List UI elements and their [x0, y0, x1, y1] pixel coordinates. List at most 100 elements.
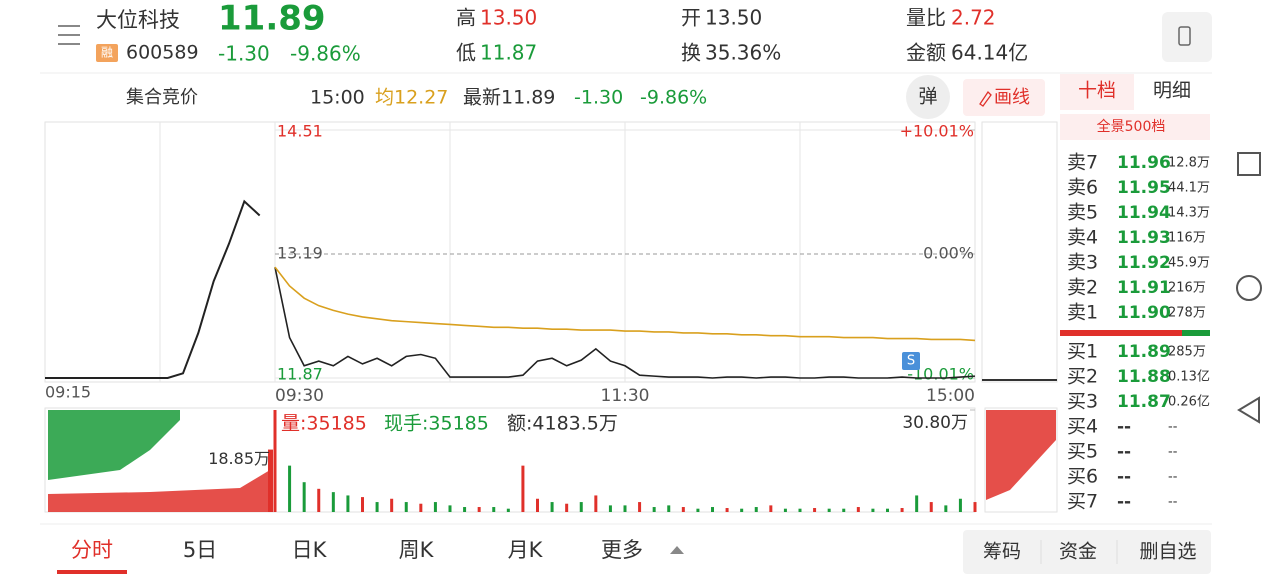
volume-bar — [740, 508, 744, 512]
price-line — [274, 266, 976, 379]
stat-value: 13.50 — [705, 6, 762, 30]
tab-active[interactable] — [1060, 74, 1134, 110]
latest-price: 最新11.89 — [463, 87, 555, 109]
bottom-button[interactable]: 资金 — [1059, 541, 1097, 563]
ask-price: 11.95 — [1117, 178, 1171, 198]
device-button[interactable] — [1162, 12, 1212, 62]
auction-volume-label: 18.85万 — [208, 449, 270, 468]
y2-tick-label: 0.00% — [923, 244, 974, 263]
bid-volume: -- — [1168, 470, 1178, 485]
volume-bar — [900, 508, 904, 512]
bid-label: 买5 — [1067, 441, 1098, 463]
bottom-tab[interactable]: 周K — [399, 538, 435, 562]
bottom-tab[interactable]: 5日 — [183, 538, 217, 562]
menu-icon[interactable] — [58, 25, 80, 45]
stock-name: 大位科技 — [96, 8, 180, 32]
panorama[interactable]: 全景500档 — [1097, 118, 1166, 135]
ask-volume: 12.8万 — [1168, 156, 1210, 171]
signal-marker[interactable] — [902, 352, 920, 370]
post-frame — [981, 121, 1058, 383]
volume-bar — [798, 508, 802, 512]
bottom-tab[interactable]: 分时 — [71, 538, 113, 562]
auction-imbalance — [48, 470, 270, 512]
draw-button[interactable] — [963, 79, 1045, 116]
volume-bar — [681, 507, 685, 512]
volume-bar — [331, 492, 335, 512]
ask-volume: 278万 — [1168, 306, 1206, 321]
volume-bar — [638, 502, 642, 512]
ask-volume: 14.3万 — [1168, 206, 1210, 221]
nav-home[interactable] — [1236, 275, 1262, 301]
device-icon — [1178, 26, 1191, 46]
popup-button[interactable] — [906, 75, 950, 119]
post-volume-frame — [984, 407, 1058, 513]
ask-label: 卖1 — [1067, 302, 1098, 324]
bid-price: 11.87 — [1117, 392, 1171, 412]
bid-label: 买2 — [1067, 366, 1098, 388]
bid-label: 买3 — [1067, 391, 1098, 413]
stat-label: 高 — [456, 6, 476, 30]
y-tick-label: 13.19 — [277, 244, 323, 263]
bid-volume: 0.13亿 — [1168, 370, 1210, 385]
volume-bar — [550, 502, 554, 512]
bid-label: 买6 — [1067, 466, 1098, 488]
bid-volume: -- — [1168, 420, 1178, 435]
bottom-button[interactable]: 删自选 — [1139, 541, 1196, 563]
bid-volume: 285万 — [1168, 345, 1206, 360]
volume-bar — [565, 503, 569, 512]
volume-bar — [856, 507, 860, 512]
volume-bar — [929, 502, 933, 512]
volume-bar — [463, 507, 467, 512]
bottom-tab[interactable]: 日K — [292, 538, 328, 562]
price-change: -1.30 — [218, 42, 270, 66]
volume-bar — [594, 495, 598, 512]
volume-bar — [579, 502, 583, 512]
ask-label: 卖6 — [1067, 177, 1098, 199]
volume-bar — [608, 505, 612, 512]
volume-bar — [433, 502, 437, 512]
tab[interactable]: 明细 — [1153, 80, 1191, 102]
chart-frame — [44, 121, 976, 383]
average-line — [274, 266, 976, 342]
volume-info: 额:4183.5万 — [507, 413, 618, 435]
ask-volume: 45.9万 — [1168, 256, 1210, 271]
volume-bar — [973, 502, 977, 512]
volume-bar — [506, 508, 510, 512]
bid-volume: -- — [1168, 445, 1178, 460]
stock-price: 11.89 — [218, 0, 326, 39]
x-tick-label: 15:00 — [926, 386, 975, 406]
mode: 集合竞价 — [126, 87, 198, 108]
bottom-tab[interactable]: 更多 — [601, 538, 643, 562]
tab[interactable]: 十档 — [1078, 80, 1116, 102]
ask-label: 卖5 — [1067, 202, 1098, 224]
bid-price: -- — [1117, 442, 1131, 462]
volume-bar — [871, 508, 875, 512]
bottom-tab[interactable]: 月K — [508, 538, 544, 562]
volume-bar — [696, 508, 700, 512]
ask-volume: 216万 — [1168, 281, 1206, 296]
panorama-bar[interactable] — [1060, 114, 1210, 140]
volume-bar — [842, 508, 846, 512]
more-arrow[interactable] — [670, 546, 684, 554]
ask-price: 11.91 — [1117, 278, 1171, 298]
nav-back[interactable] — [1237, 396, 1260, 424]
book-bar-green — [1182, 330, 1210, 336]
stat-value: 2.72 — [951, 6, 996, 30]
popup-label[interactable]: 弹 — [918, 86, 937, 108]
margin-badge — [96, 44, 118, 62]
toolbar-change-pct: -9.86% — [640, 87, 707, 109]
stat-label: 低 — [456, 41, 476, 65]
draw-label[interactable]: 画线 — [994, 87, 1030, 108]
volume-bar — [536, 498, 539, 512]
price-change-pct: -9.86% — [290, 42, 361, 66]
nav-recent[interactable] — [1237, 152, 1261, 176]
volume-bar — [492, 507, 496, 512]
volume-bar — [273, 410, 277, 512]
avg-price: 均12.27 — [375, 87, 448, 109]
bid-price: -- — [1117, 417, 1131, 437]
bottom-button[interactable]: 筹码 — [983, 541, 1021, 563]
volume-bar — [652, 507, 656, 512]
stat-value: 13.50 — [480, 6, 537, 30]
signal-label[interactable]: S — [907, 354, 915, 369]
